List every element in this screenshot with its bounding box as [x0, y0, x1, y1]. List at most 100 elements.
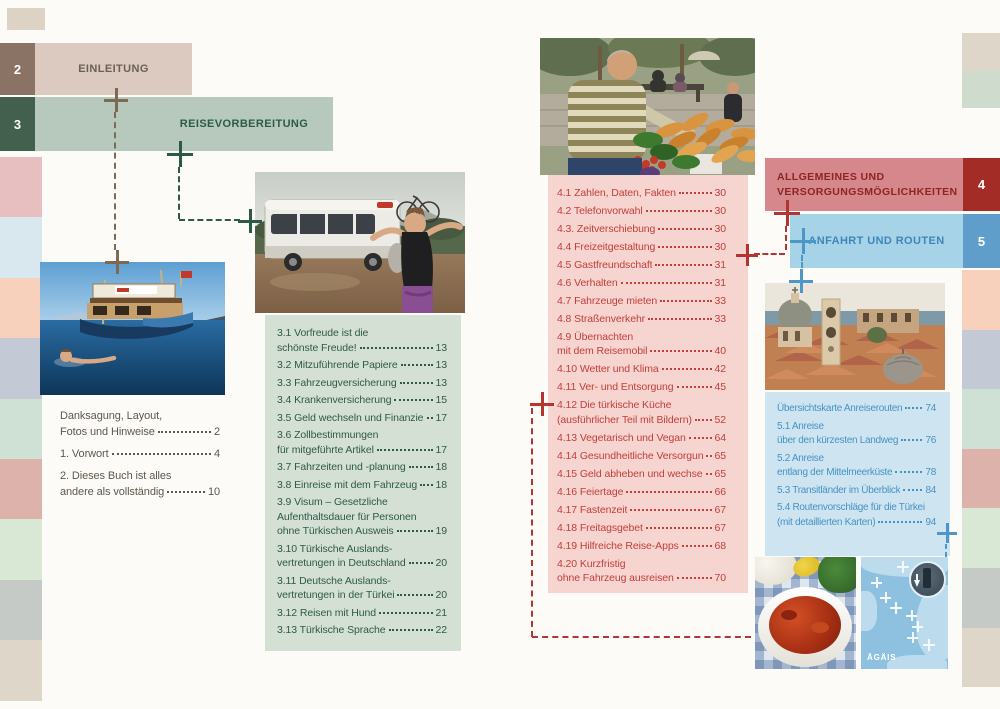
toc-entry: 4.10 Wetter und Klima 42 — [557, 362, 726, 377]
leader-dots — [394, 399, 433, 401]
toc-entry-page: 20 — [435, 589, 448, 601]
leader-dots — [878, 520, 923, 523]
toc-entry: 4.8 Straßenverkehr 33 — [557, 312, 726, 327]
toc-entry-page: 21 — [435, 606, 448, 619]
chapter-4-number: 4 — [977, 177, 986, 192]
toc-entry: 2. Dieses Buch ist alles andere als volls… — [60, 468, 220, 500]
toc-entry: 3.3 Fahrzeugversicherung 13 — [277, 376, 447, 391]
toc-entry-label: vertretungen in Deutschland — [277, 557, 406, 569]
leader-dots — [658, 227, 712, 230]
edge-tab — [962, 329, 1000, 390]
chapter-3-header-bar: REISEVORBEREITUNG — [35, 97, 333, 151]
toc-entry-page: 68 — [714, 539, 727, 552]
edge-tab — [962, 627, 1000, 688]
market-photo-illustration — [540, 38, 755, 175]
toc-entry: 4.4 Freizeitgestaltung 30 — [557, 240, 726, 255]
toc-entry-page: 65 — [714, 467, 727, 480]
toc-entry: 4.14 Gesundheitliche Versorgung 65 — [557, 449, 726, 464]
toc-entry-label: ohne Fahrzeug ausreisen — [557, 572, 674, 585]
toc-entry-page: 64 — [714, 432, 727, 444]
toc-entry-page: 78 — [925, 467, 936, 478]
toc-entry: 3.6 Zollbestimmungen für mitgeführte Arti… — [277, 428, 447, 457]
toc-entry-label: 4.12 Die türkische Küche — [557, 399, 672, 412]
toc-entry-label: 4.13 Vegetarisch und Vegan — [557, 432, 686, 444]
toc-entry: 3.12 Reisen mit Hund 21 — [277, 606, 447, 621]
edge-tab — [0, 640, 42, 701]
chapter-5-header-bar: ANFAHRT UND ROUTEN — [790, 214, 963, 268]
toc-entry-label: 4.20 Kurzfristig — [557, 557, 626, 570]
chapter-5-toc-panel: Übersichtskarte Anreiserouten 74 5.1 Anrei… — [765, 392, 950, 556]
toc-entry-label: 4.9 Übernachten — [557, 330, 634, 343]
chapter-4-tab: 4 — [963, 158, 1000, 211]
leader-line — [178, 167, 180, 219]
toc-entry: 4.16 Feiertage 66 — [557, 485, 726, 500]
market-photo — [540, 38, 755, 175]
chapter-4-toc-panel: 4.1 Zahlen, Daten, Fakten 30 4.2 Telefonvo… — [548, 175, 748, 593]
chapter-5-number: 5 — [977, 233, 986, 249]
toc-entry-label: für mitgeführte Artikel — [277, 443, 374, 456]
leader-dots — [645, 209, 712, 212]
toc-entry: 3.11 Deutsche Auslands-vertretungen in d… — [277, 574, 447, 603]
leader-dots — [397, 594, 433, 596]
map-land-west — [861, 591, 877, 631]
toc-entry: 4.15 Geld abheben und wechseln 65 — [557, 467, 726, 482]
map-sea-label: ÄGÄIS — [867, 653, 897, 662]
edge-tab — [0, 277, 42, 339]
leader-line — [785, 226, 787, 250]
toc-entry-page: 4 — [213, 448, 220, 460]
leader-line — [531, 408, 533, 637]
registration-cross — [167, 141, 193, 167]
registration-cross — [789, 269, 813, 293]
map-inset-photo — [909, 561, 946, 598]
registration-cross — [736, 244, 758, 266]
old-town-photo-illustration — [765, 283, 945, 390]
chapter-2-header-bar: EINLEITUNG — [35, 43, 192, 95]
chapter-4-header-bar: ALLGEMEINES UND VERSORGUNGSMÖGLICHKEITEN — [765, 158, 963, 211]
leader-dots — [359, 346, 433, 349]
edge-tab-strip-right-top — [962, 33, 1000, 108]
stew-bowl — [758, 587, 852, 667]
tour-boat — [80, 269, 193, 339]
edge-tab — [962, 270, 1000, 330]
toc-entry-label: 5.2 Anreise — [777, 452, 824, 464]
food-photo — [755, 557, 856, 669]
campervan — [264, 195, 440, 271]
toc-entry-label: mit dem Reisemobil — [557, 345, 648, 358]
toc-entry: 3.4 Krankenversicherung 15 — [277, 393, 447, 408]
toc-entry-label: 4.8 Straßenverkehr — [557, 312, 646, 325]
toc-entry-label: 4.11 Ver- und Entsorgung — [557, 381, 674, 394]
toc-entry-page: 94 — [925, 516, 936, 528]
toc-entry-label: 3.13 Türkische Sprache — [277, 624, 386, 636]
toc-entry: 5.4 Routenvorschläge für die Türkei (mit … — [777, 501, 936, 530]
toc-entry: 5.2 Anreise entlang der Mittelmeerküste 78 — [777, 452, 936, 481]
chapter-3-tab: 3 — [0, 97, 35, 151]
leader-line — [801, 255, 803, 275]
edge-tab — [0, 338, 42, 399]
route-stop-cross — [890, 602, 902, 614]
toc-entry-label: 4.10 Wetter und Klima — [557, 363, 659, 376]
toc-entry-label: 4.3. Zeitverschiebung — [557, 222, 656, 235]
toc-entry-page: 67 — [714, 503, 727, 516]
registration-cross — [774, 200, 800, 226]
toc-entry-label: über den kürzesten Landweg — [777, 435, 899, 446]
leader-dots — [658, 245, 712, 248]
route-map-image: ÄGÄIS — [861, 557, 948, 669]
toc-entry-label: 4.19 Hilfreiche Reise-Apps — [557, 539, 679, 552]
route-stop-cross — [907, 632, 918, 643]
toc-entry-page: 30 — [714, 240, 727, 253]
toc-entry-label: Übersichtskarte Anreiserouten — [777, 403, 903, 414]
leader-dots — [399, 381, 433, 384]
registration-cross — [937, 523, 957, 543]
toc-entry-page: 19 — [435, 525, 448, 537]
toc-entry: 4.6 Verhalten 31 — [557, 276, 726, 291]
toc-entry-label: 3.12 Reisen mit Hund — [277, 606, 376, 619]
toc-entry-label: 3.2 Mitzuführende Papiere — [277, 359, 398, 371]
leader-line — [114, 112, 116, 250]
toc-entry-label: 3.1 Vorfreude ist die — [277, 327, 369, 339]
boat-photo — [40, 262, 225, 395]
toc-entry: 4.7 Fahrzeuge mieten 33 — [557, 294, 726, 309]
toc-entry-page: 33 — [714, 312, 727, 325]
toc-entry: 1. Vorwort 4 — [60, 446, 220, 462]
leader-dots — [705, 472, 712, 475]
toc-entry-page: 42 — [714, 363, 727, 376]
